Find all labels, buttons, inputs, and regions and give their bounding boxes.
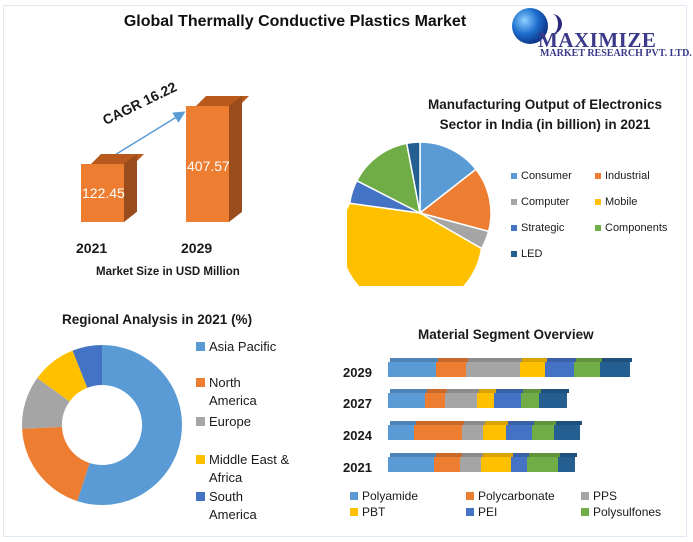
legend-item-components: Components [595, 222, 667, 234]
year-label-2029: 2029 [343, 365, 372, 380]
year-label-2024: 2024 [343, 428, 372, 443]
stacked-bar-2021 [388, 453, 577, 472]
cagr-arrow-icon [109, 111, 186, 159]
page-title: Global Thermally Conductive Plastics Mar… [123, 13, 467, 30]
swoosh-icon [544, 14, 562, 34]
legend-item-asia-pacific: Asia Pacific [196, 338, 276, 356]
globe-icon [512, 8, 548, 44]
infographic-frame [3, 5, 687, 537]
electronics-chart-title: Manufacturing Output of Electronics Sect… [427, 97, 662, 132]
year-label-2027: 2027 [343, 396, 372, 411]
company-logo: MAXIMIZE MARKET RESEARCH PVT. LTD. [500, 6, 692, 61]
year-label-2029: 2029 [181, 240, 213, 256]
legend-item-mobile: Mobile [595, 196, 637, 208]
legend-item-pei: PEI [466, 505, 497, 519]
stacked-bar-2024 [388, 421, 582, 440]
legend-item-strategic: Strategic [511, 222, 564, 234]
year-label-2021: 2021 [343, 460, 372, 475]
legend-item-computer: Computer [511, 196, 569, 208]
stacked-bar-2027 [388, 389, 569, 408]
regional-chart-title: Regional Analysis in 2021 (%) [62, 312, 253, 327]
material-chart-title: Material Segment Overview [418, 327, 594, 342]
legend-item-north-america: North America [196, 374, 257, 410]
legend-item-pps: PPS [581, 489, 617, 503]
legend-item-polysulfones: Polysulfones [581, 505, 661, 519]
logo-tagline: MARKET RESEARCH PVT. LTD. [540, 48, 692, 59]
legend-item-consumer: Consumer [511, 170, 572, 182]
year-label-2021: 2021 [76, 240, 108, 256]
legend-item-europe: Europe [196, 413, 251, 431]
bar-value-2029: 407.57 [187, 158, 230, 174]
logo-wordmark: MAXIMIZE [538, 28, 657, 52]
legend-item-industrial: Industrial [595, 170, 650, 182]
legend-item-middle-east-africa: Middle East & Africa [196, 451, 289, 487]
stacked-bar-2029 [388, 358, 632, 377]
bar-value-2021: 122.45 [82, 185, 125, 201]
regional-donut [22, 345, 182, 505]
legend-item-south-america: South America [196, 488, 257, 524]
legend-item-polycarbonate: Polycarbonate [466, 489, 555, 503]
legend-item-pbt: PBT [350, 505, 385, 519]
legend-item-polyamide: Polyamide [350, 489, 418, 503]
electronics-pie [347, 141, 492, 286]
legend-item-led: LED [511, 248, 542, 260]
market-size-caption: Market Size in USD Million [96, 266, 240, 278]
